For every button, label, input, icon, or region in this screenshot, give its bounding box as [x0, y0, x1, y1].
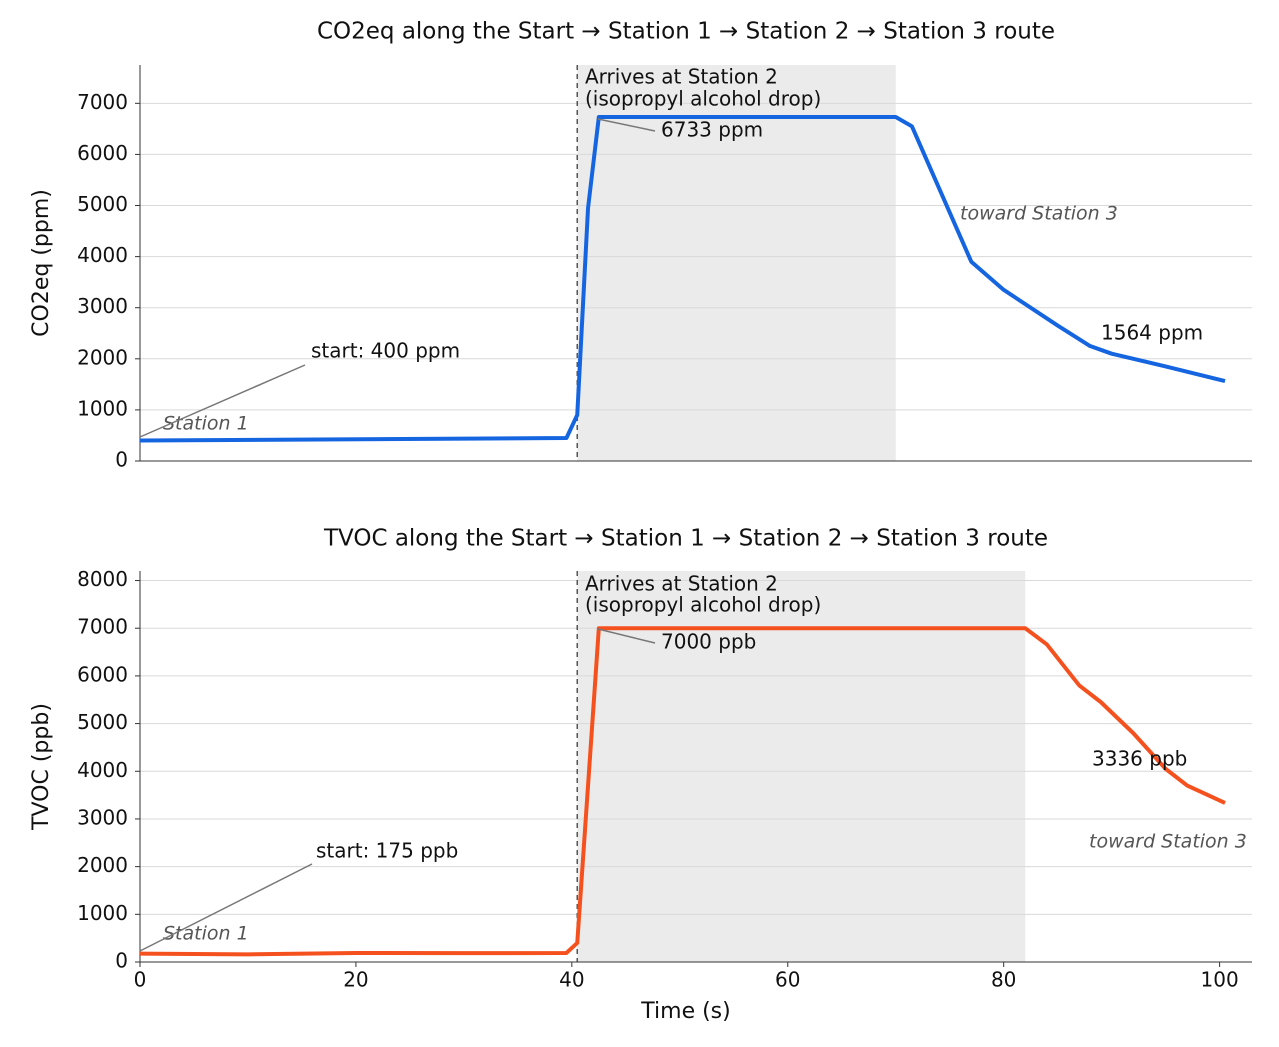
annotation: toward Station 3	[1089, 831, 1247, 853]
y-tick-label: 7000	[77, 615, 128, 639]
annotation: Station 1	[163, 413, 249, 435]
annotation: Arrives at Station 2	[585, 65, 778, 89]
y-tick-label: 4000	[77, 243, 128, 267]
y-tick-label: 5000	[77, 192, 128, 216]
chart-title: TVOC along the Start → Station 1 → Stati…	[323, 526, 1048, 552]
annotation-leader	[139, 863, 313, 952]
chart-title: CO2eq along the Start → Station 1 → Stat…	[317, 19, 1055, 45]
shaded-region	[577, 65, 896, 461]
y-tick-label: 5000	[77, 710, 128, 734]
annotation: 1564 ppm	[1101, 321, 1203, 345]
y-tick-label: 0	[115, 448, 128, 472]
y-axis-label: CO2eq (ppm)	[29, 189, 54, 337]
shaded-region	[577, 571, 1026, 962]
annotation: start: 175 ppb	[316, 839, 458, 863]
annotation: Arrives at Station 2	[585, 572, 778, 596]
x-tick-label: 100	[1201, 968, 1239, 992]
annotation: (isopropyl alcohol drop)	[585, 87, 821, 111]
annotation-leader	[597, 628, 656, 644]
x-tick-label: 80	[991, 968, 1016, 992]
y-tick-label: 4000	[77, 758, 128, 782]
x-axis-label: Time (s)	[640, 999, 730, 1024]
y-tick-label: 6000	[77, 141, 128, 165]
y-tick-label: 0	[115, 949, 128, 973]
y-tick-label: 3000	[77, 294, 128, 318]
annotation: start: 400 ppm	[311, 339, 460, 363]
data-line	[139, 114, 1226, 443]
y-tick-label: 8000	[77, 567, 128, 591]
y-tick-label: 7000	[77, 90, 128, 114]
y-tick-label: 3000	[77, 805, 128, 829]
annotation: 6733 ppm	[661, 118, 763, 142]
annotation: 7000 ppb	[661, 630, 756, 654]
annotation-leader	[597, 118, 656, 132]
annotation: 3336 ppb	[1092, 747, 1187, 771]
annotation: toward Station 3	[960, 203, 1118, 225]
y-tick-label: 2000	[77, 853, 128, 877]
x-tick-label: 20	[343, 968, 368, 992]
annotation-leader	[139, 364, 306, 438]
y-tick-label: 1000	[77, 901, 128, 925]
x-tick-label: 40	[559, 968, 584, 992]
y-tick-label: 1000	[77, 396, 128, 420]
x-tick-label: 0	[134, 968, 147, 992]
y-tick-label: 6000	[77, 662, 128, 686]
y-axis-label: TVOC (ppb)	[29, 703, 54, 831]
x-tick-label: 60	[775, 968, 800, 992]
data-line	[139, 626, 1226, 957]
annotation: (isopropyl alcohol drop)	[585, 593, 821, 617]
y-tick-label: 2000	[77, 345, 128, 369]
